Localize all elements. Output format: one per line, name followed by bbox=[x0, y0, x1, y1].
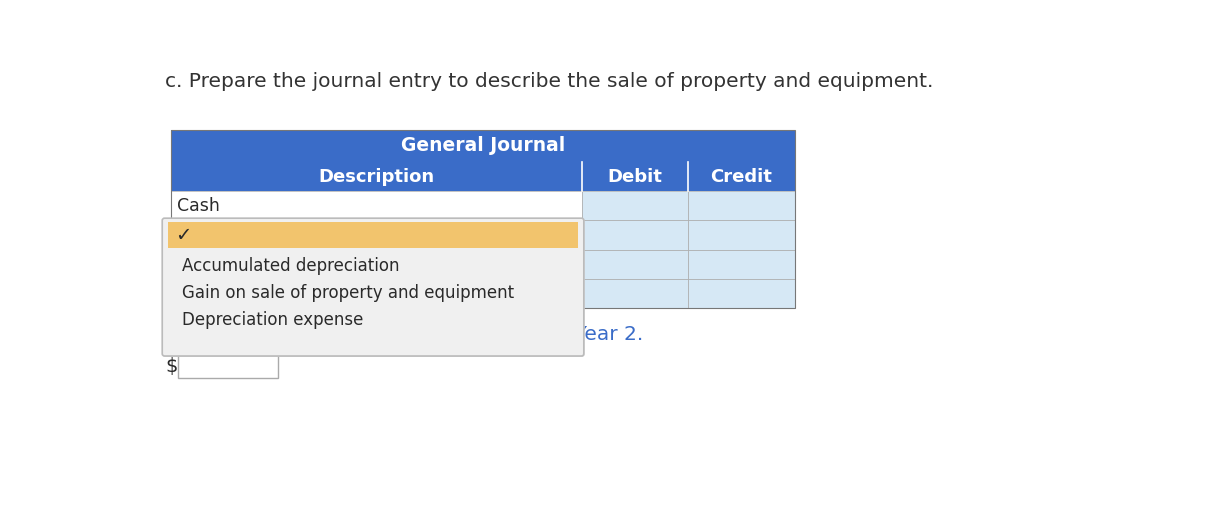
Text: $: $ bbox=[166, 357, 178, 375]
Bar bbox=[171, 250, 581, 279]
Bar bbox=[171, 129, 794, 309]
Bar bbox=[581, 279, 688, 309]
Bar bbox=[171, 279, 581, 309]
Text: d. Determine the cash dividends paid in Year 2.: d. Determine the cash dividends paid in … bbox=[166, 325, 643, 344]
Text: Gain on sale of property and equipment: Gain on sale of property and equipment bbox=[182, 284, 513, 302]
Bar bbox=[178, 354, 279, 377]
Bar bbox=[581, 250, 688, 279]
Text: c. Prepare the journal entry to describe the sale of property and equipment.: c. Prepare the journal entry to describe… bbox=[166, 72, 934, 91]
Bar bbox=[688, 279, 794, 309]
Bar bbox=[688, 191, 794, 220]
Bar bbox=[581, 220, 688, 250]
Bar bbox=[171, 191, 581, 220]
Bar bbox=[688, 220, 794, 250]
Bar bbox=[171, 220, 581, 250]
Bar bbox=[171, 162, 794, 191]
Text: Depreciation expense: Depreciation expense bbox=[182, 311, 363, 329]
FancyBboxPatch shape bbox=[162, 218, 584, 356]
Text: Accumulated depreciation: Accumulated depreciation bbox=[182, 257, 400, 276]
Bar bbox=[171, 129, 794, 162]
Bar bbox=[688, 250, 794, 279]
Text: Description: Description bbox=[318, 168, 435, 186]
Text: Credit: Credit bbox=[711, 168, 773, 186]
Bar bbox=[167, 222, 579, 248]
Text: Cash: Cash bbox=[177, 197, 220, 215]
Text: Debit: Debit bbox=[608, 168, 662, 186]
FancyBboxPatch shape bbox=[163, 219, 585, 357]
Text: ✓: ✓ bbox=[176, 226, 191, 245]
Bar bbox=[581, 191, 688, 220]
Text: General Journal: General Journal bbox=[401, 136, 564, 156]
